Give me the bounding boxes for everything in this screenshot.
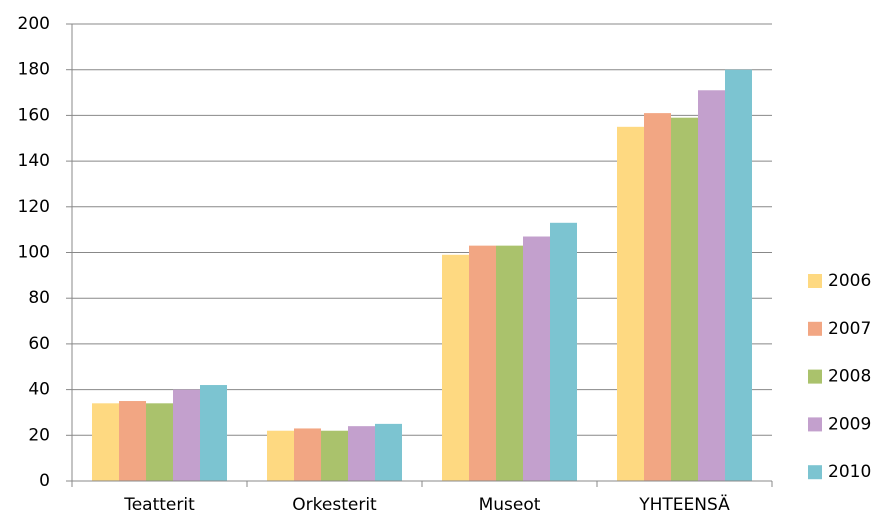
bar (119, 401, 146, 481)
legend-label: 2008 (828, 367, 871, 387)
bar (617, 126, 644, 481)
legend-swatch (808, 465, 822, 480)
bar (550, 222, 577, 482)
bar (469, 245, 496, 481)
legend-label: 2007 (828, 319, 871, 339)
legend-swatch (808, 274, 822, 288)
legend-label: 2006 (828, 271, 871, 291)
y-tick-label: 180 (18, 60, 50, 80)
bar (200, 385, 227, 481)
bar (146, 403, 173, 481)
legend-swatch (808, 321, 822, 336)
y-tick-label: 0 (39, 471, 50, 491)
y-tick-label: 100 (18, 243, 50, 263)
x-tick-label: YHTEENSÄ (638, 494, 730, 515)
legend-swatch (808, 369, 822, 384)
bar (348, 426, 375, 481)
y-tick-label: 140 (18, 151, 50, 171)
bar (523, 236, 550, 481)
bar (725, 69, 752, 481)
x-tick-label: Orkesterit (292, 495, 377, 515)
y-tick-label: 80 (28, 288, 50, 308)
legend-swatch (808, 417, 822, 432)
bar (698, 90, 725, 481)
y-tick-label: 40 (28, 380, 50, 400)
legend-label: 2010 (828, 462, 871, 482)
bar (375, 423, 402, 481)
bar (671, 117, 698, 481)
y-tick-label: 60 (28, 334, 50, 354)
y-tick-label: 120 (18, 197, 50, 217)
bar (294, 428, 321, 481)
bar (442, 254, 469, 481)
bar (496, 245, 523, 481)
legend-label: 2009 (828, 414, 871, 434)
bar (173, 389, 200, 481)
y-tick-label: 200 (18, 14, 50, 34)
bar (92, 403, 119, 481)
x-tick-label: Museot (479, 495, 541, 515)
bar (321, 430, 348, 481)
bar (267, 430, 294, 481)
x-tick-label: Teatterit (123, 495, 195, 515)
y-tick-label: 20 (28, 425, 50, 445)
bar (644, 113, 671, 482)
y-tick-label: 160 (18, 105, 50, 125)
